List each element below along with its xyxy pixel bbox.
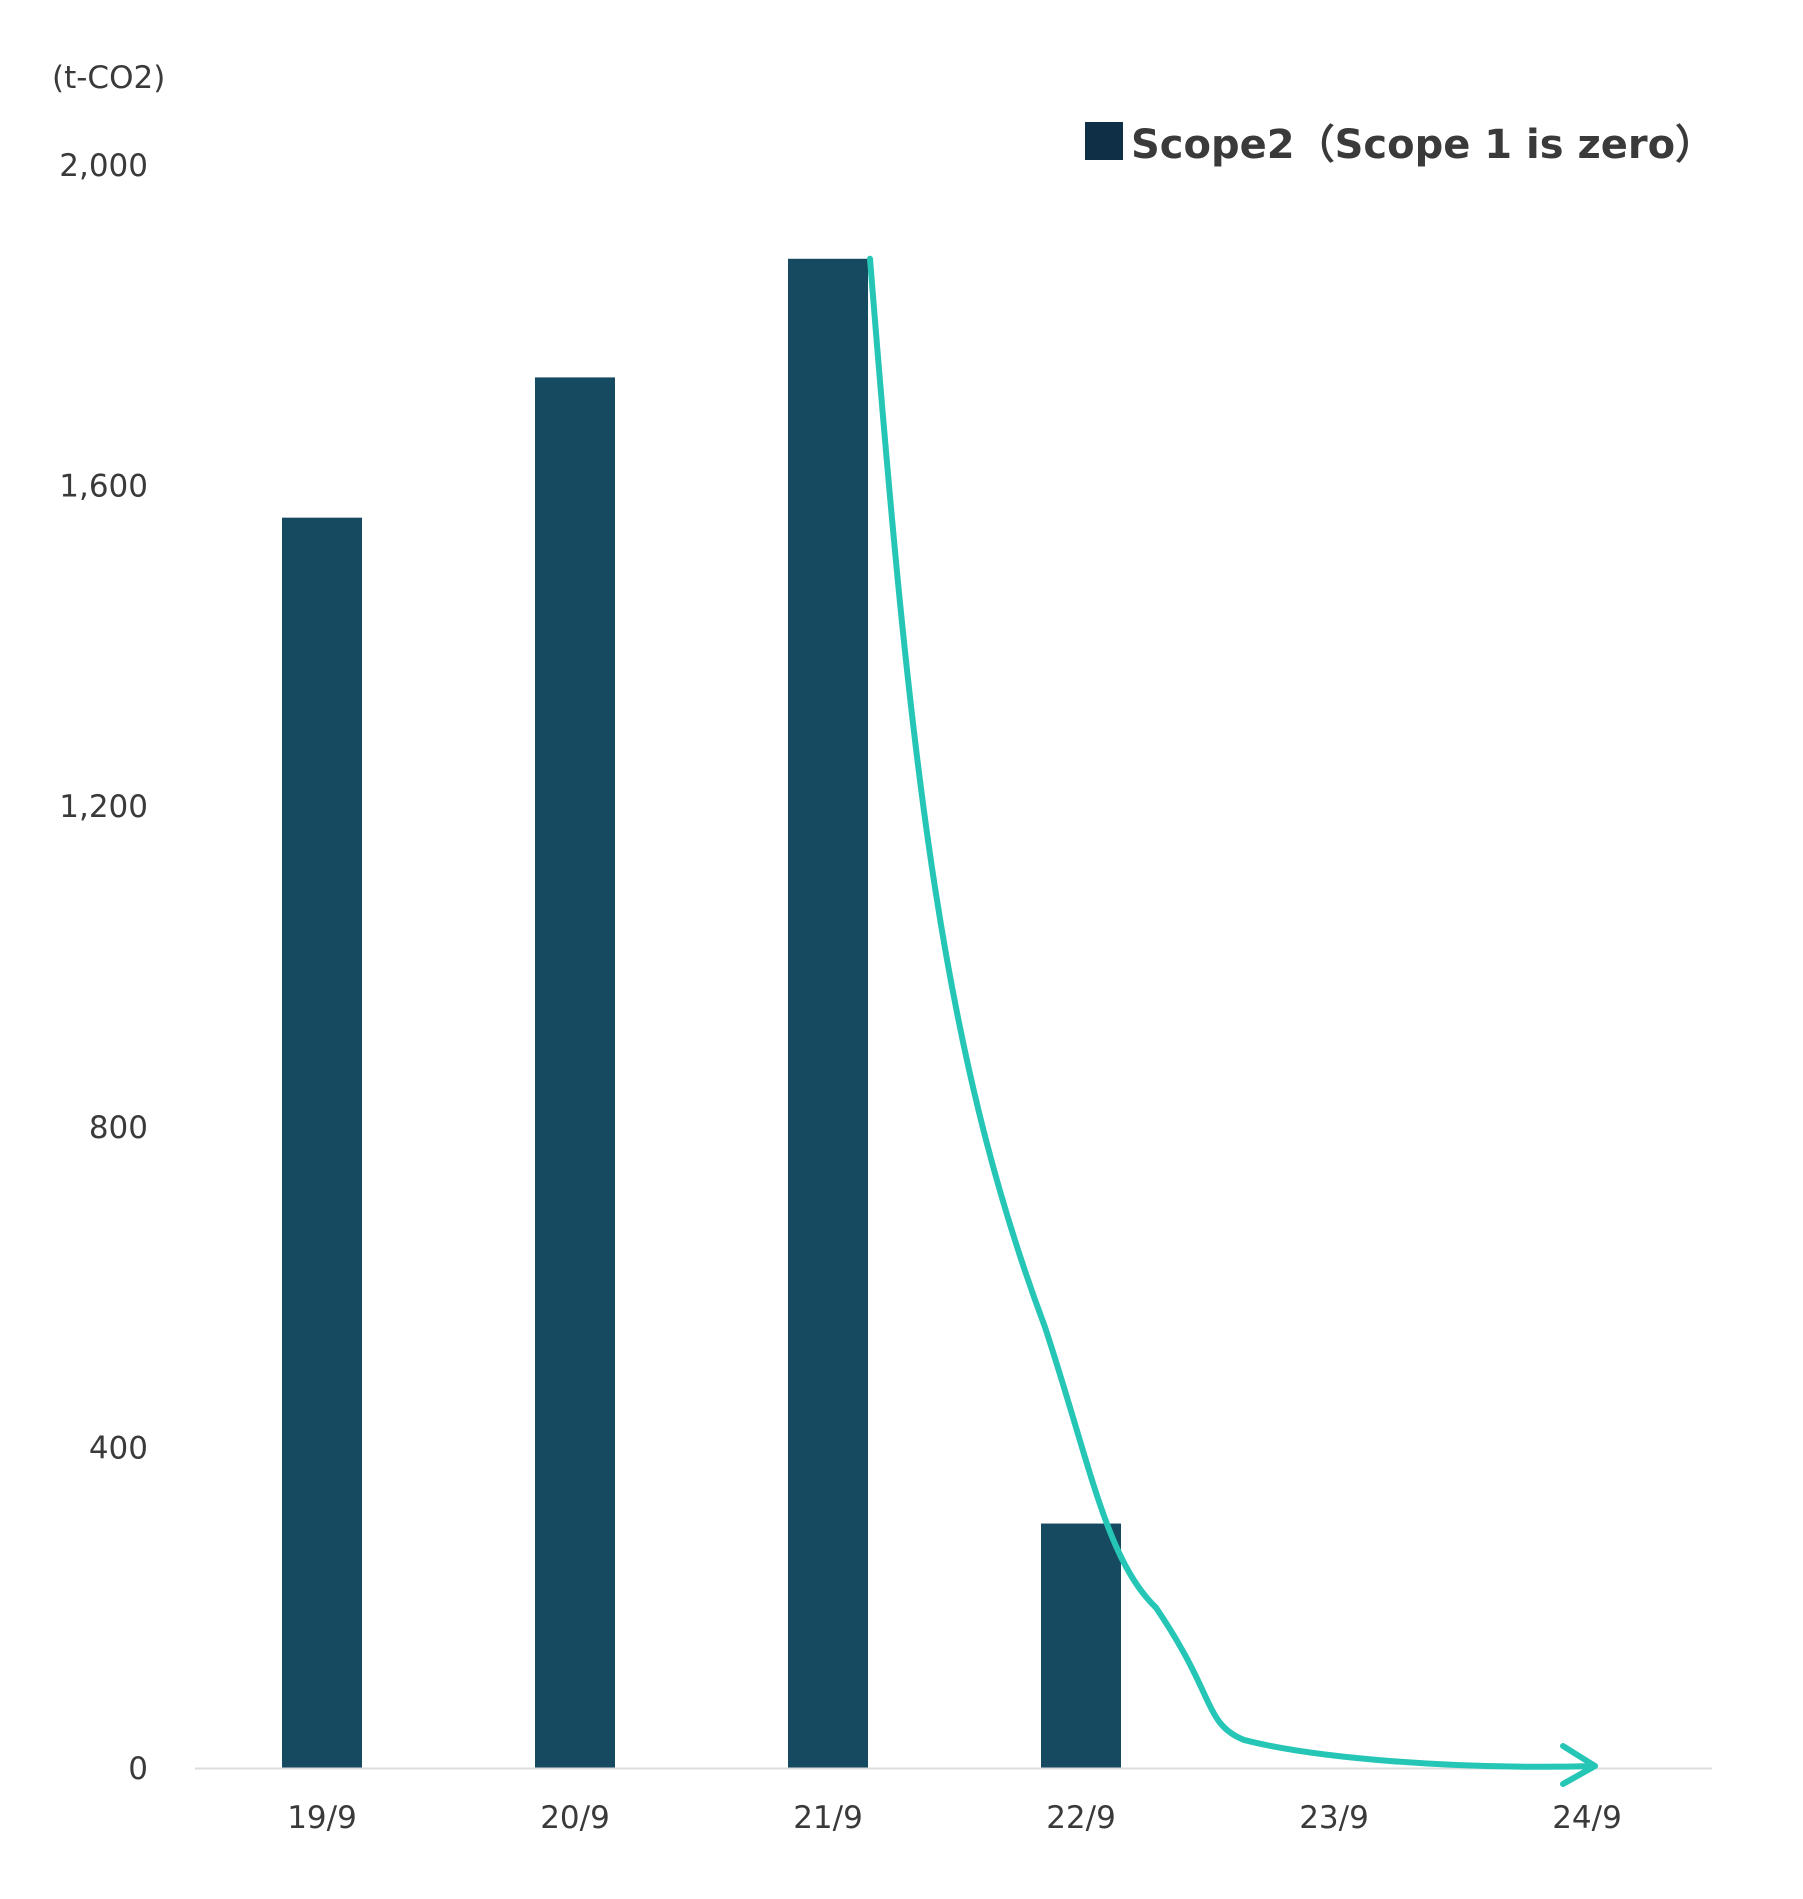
x-axis-ticks: 19/9 20/9 21/9 22/9 23/9 24/9 [287,1800,1622,1836]
x-tick-label: 19/9 [287,1800,357,1836]
y-tick-label: 400 [89,1430,148,1466]
bar [282,517,362,1769]
trend-arrow [867,255,1598,1787]
y-axis-unit-label: (t-CO2) [52,60,166,96]
bar [1041,1523,1121,1768]
x-tick-label: 20/9 [540,1800,610,1836]
y-tick-label: 1,600 [59,469,148,505]
trend-curve [867,255,1598,1770]
x-tick-label: 23/9 [1299,1800,1369,1836]
legend: Scope2（Scope 1 is zero） [1085,112,1715,170]
legend-label: Scope2（Scope 1 is zero） [1131,122,1716,168]
x-tick-label: 21/9 [793,1800,863,1836]
trend-arrowhead [1560,1743,1598,1787]
y-tick-label: 1,200 [59,789,148,825]
x-tick-label: 22/9 [1046,1800,1116,1836]
x-tick-label: 24/9 [1552,1800,1622,1836]
y-tick-label: 0 [128,1751,148,1787]
bar [788,258,868,1768]
y-axis-ticks: 0 400 800 1,200 1,600 2,000 [59,148,148,1787]
y-tick-label: 2,000 [59,148,148,184]
legend-swatch [1085,122,1123,160]
bars [282,258,1121,1769]
bar [535,377,615,1769]
y-tick-label: 800 [89,1110,148,1146]
